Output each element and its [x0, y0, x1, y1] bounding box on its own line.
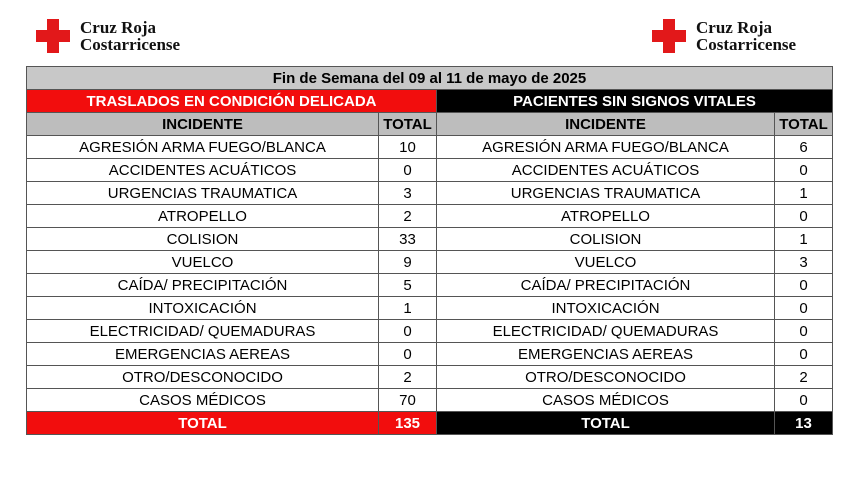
- table-row: EMERGENCIAS AEREAS 0 EMERGENCIAS AEREAS 0: [26, 342, 833, 366]
- table-row: CAÍDA/ PRECIPITACIÓN 5 CAÍDA/ PRECIPITACIÓ…: [26, 273, 833, 297]
- section-right-title: PACIENTES SIN SIGNOS VITALES: [436, 89, 833, 113]
- total-label-right: TOTAL: [436, 411, 775, 435]
- red-cross-icon: [36, 19, 70, 53]
- incident-cell: ACCIDENTES ACUÁTICOS: [26, 158, 379, 182]
- logo-line-2: Costarricense: [696, 35, 797, 54]
- red-cross-icon: [652, 19, 686, 53]
- total-right-cell: 2: [774, 365, 833, 389]
- incident-cell: AGRESIÓN ARMA FUEGO/BLANCA: [436, 135, 775, 159]
- total-left-cell: 2: [378, 204, 437, 228]
- total-right-cell: 0: [774, 342, 833, 366]
- table-row: CASOS MÉDICOS 70 CASOS MÉDICOS 0: [26, 388, 833, 412]
- total-value-right: 13: [774, 411, 833, 435]
- table-row: ACCIDENTES ACUÁTICOS 0 ACCIDENTES ACUÁTICO…: [26, 158, 833, 182]
- total-left-cell: 0: [378, 342, 437, 366]
- total-left-cell: 33: [378, 227, 437, 251]
- incident-cell: CASOS MÉDICOS: [26, 388, 379, 412]
- header-incident-right: INCIDENTE: [436, 112, 775, 136]
- incident-cell: ACCIDENTES ACUÁTICOS: [436, 158, 775, 182]
- table-row: INTOXICACIÓN 1 INTOXICACIÓN 0: [26, 296, 833, 320]
- incident-cell: URGENCIAS TRAUMATICA: [26, 181, 379, 205]
- table-row: ATROPELLO 2 ATROPELLO 0: [26, 204, 833, 228]
- section-left-title: TRASLADOS EN CONDICIÓN DELICADA: [26, 89, 437, 113]
- incident-cell: ATROPELLO: [26, 204, 379, 228]
- header-total-right: TOTAL: [774, 112, 833, 136]
- incident-cell: COLISION: [436, 227, 775, 251]
- table-row: VUELCO 9 VUELCO 3: [26, 250, 833, 274]
- total-left-cell: 0: [378, 158, 437, 182]
- incident-cell: VUELCO: [436, 250, 775, 274]
- logo-right: Cruz Roja Costarricense: [652, 16, 796, 56]
- incident-cell: EMERGENCIAS AEREAS: [436, 342, 775, 366]
- total-label-left: TOTAL: [26, 411, 379, 435]
- title-row: Fin de Semana del 09 al 11 de mayo de 20…: [26, 66, 833, 90]
- incident-cell: VUELCO: [26, 250, 379, 274]
- table-row: URGENCIAS TRAUMATICA 3 URGENCIAS TRAUMATIC…: [26, 181, 833, 205]
- total-right-cell: 0: [774, 273, 833, 297]
- header-incident-left: INCIDENTE: [26, 112, 379, 136]
- table-row: AGRESIÓN ARMA FUEGO/BLANCA 10 AGRESIÓN ARM…: [26, 135, 833, 159]
- incident-cell: OTRO/DESCONOCIDO: [436, 365, 775, 389]
- total-right-cell: 1: [774, 227, 833, 251]
- total-right-cell: 0: [774, 388, 833, 412]
- table-row: COLISION 33 COLISION 1: [26, 227, 833, 251]
- logo-line-2: Costarricense: [80, 35, 181, 54]
- total-left-cell: 3: [378, 181, 437, 205]
- total-right-cell: 0: [774, 296, 833, 320]
- total-value-left: 135: [378, 411, 437, 435]
- incident-cell: COLISION: [26, 227, 379, 251]
- incident-cell: INTOXICACIÓN: [26, 296, 379, 320]
- total-left-cell: 9: [378, 250, 437, 274]
- incident-cell: AGRESIÓN ARMA FUEGO/BLANCA: [26, 135, 379, 159]
- total-right-cell: 0: [774, 204, 833, 228]
- page-title: Fin de Semana del 09 al 11 de mayo de 20…: [26, 66, 833, 90]
- total-left-cell: 2: [378, 365, 437, 389]
- logo-left: Cruz Roja Costarricense: [36, 16, 180, 56]
- header-row: INCIDENTE TOTAL INCIDENTE TOTAL: [26, 112, 833, 136]
- total-left-cell: 70: [378, 388, 437, 412]
- total-right-cell: 0: [774, 319, 833, 343]
- incident-cell: CAÍDA/ PRECIPITACIÓN: [436, 273, 775, 297]
- incident-cell: ATROPELLO: [436, 204, 775, 228]
- total-right-cell: 3: [774, 250, 833, 274]
- total-left-cell: 5: [378, 273, 437, 297]
- total-right-cell: 0: [774, 158, 833, 182]
- total-row: TOTAL 135 TOTAL 13: [26, 411, 833, 435]
- incident-cell: ELECTRICIDAD/ QUEMADURAS: [26, 319, 379, 343]
- incident-cell: ELECTRICIDAD/ QUEMADURAS: [436, 319, 775, 343]
- incident-cell: URGENCIAS TRAUMATICA: [436, 181, 775, 205]
- logo-line-1: Cruz Roja: [696, 18, 773, 37]
- table-row: ELECTRICIDAD/ QUEMADURAS 0 ELECTRICIDAD/ Q…: [26, 319, 833, 343]
- incident-cell: CAÍDA/ PRECIPITACIÓN: [26, 273, 379, 297]
- total-right-cell: 1: [774, 181, 833, 205]
- section-row: TRASLADOS EN CONDICIÓN DELICADA PACIENTE…: [26, 89, 833, 113]
- total-left-cell: 1: [378, 296, 437, 320]
- report-table: Fin de Semana del 09 al 11 de mayo de 20…: [26, 66, 833, 435]
- total-right-cell: 6: [774, 135, 833, 159]
- table-row: OTRO/DESCONOCIDO 2 OTRO/DESCONOCIDO 2: [26, 365, 833, 389]
- incident-cell: OTRO/DESCONOCIDO: [26, 365, 379, 389]
- logo-line-1: Cruz Roja: [80, 18, 157, 37]
- header-total-left: TOTAL: [378, 112, 437, 136]
- total-left-cell: 0: [378, 319, 437, 343]
- incident-cell: EMERGENCIAS AEREAS: [26, 342, 379, 366]
- total-left-cell: 10: [378, 135, 437, 159]
- logo-text: Cruz Roja Costarricense: [696, 19, 796, 53]
- logo-text: Cruz Roja Costarricense: [80, 19, 180, 53]
- incident-cell: CASOS MÉDICOS: [436, 388, 775, 412]
- incident-cell: INTOXICACIÓN: [436, 296, 775, 320]
